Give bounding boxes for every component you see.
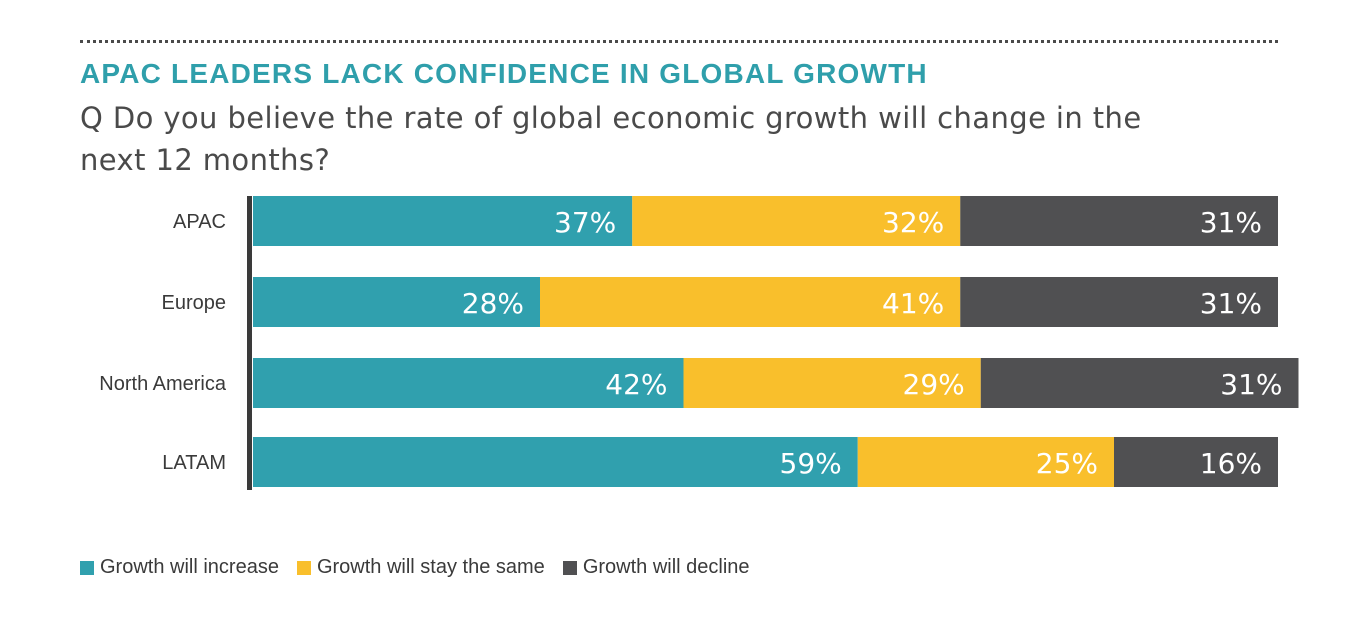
data-label-europe-growth-will-increase: 28% [462, 287, 524, 320]
data-label-latam-growth-will-increase: 59% [780, 447, 842, 480]
data-label-latam-growth-will-decline: 16% [1200, 447, 1262, 480]
bar-europe-growth-will-stay-the-same [540, 277, 961, 327]
bar-north-america-growth-will-decline [980, 358, 1299, 408]
legend-swatch-same [296, 560, 311, 575]
data-label-europe-growth-will-stay-the-same: 41% [882, 287, 944, 320]
bar-apac-growth-will-decline [960, 196, 1278, 246]
bar-europe-growth-will-increase [253, 277, 540, 327]
legend-item-decline: Growth will decline [562, 556, 750, 579]
data-label-europe-growth-will-decline: 31% [1200, 287, 1262, 320]
data-label-apac-growth-will-increase: 37% [554, 206, 616, 239]
chart-legend: Growth will increase Growth will stay th… [80, 556, 768, 579]
bar-north-america-growth-will-increase [253, 358, 684, 408]
chart-title: APAC LEADERS LACK CONFIDENCE IN GLOBAL G… [80, 58, 928, 89]
data-label-north-america-growth-will-decline: 31% [1220, 368, 1282, 401]
bar-north-america-growth-will-stay-the-same [683, 358, 981, 408]
bar-apac-growth-will-stay-the-same [632, 196, 961, 246]
legend-label-decline: Growth will decline [582, 556, 750, 578]
data-label-north-america-growth-will-increase: 42% [605, 368, 667, 401]
bar-apac-growth-will-increase [253, 196, 633, 246]
legend-label-increase: Growth will increase [100, 556, 279, 578]
bar-latam-growth-will-decline [1114, 437, 1278, 487]
data-label-latam-growth-will-stay-the-same: 25% [1036, 447, 1098, 480]
legend-item-same: Growth will stay the same [296, 556, 545, 579]
bar-latam-growth-will-stay-the-same [857, 437, 1114, 487]
legend-swatch-decline [562, 560, 577, 575]
data-label-apac-growth-will-decline: 31% [1200, 206, 1262, 239]
bar-europe-growth-will-decline [960, 277, 1278, 327]
data-label-apac-growth-will-stay-the-same: 32% [882, 206, 944, 239]
y-axis-line [247, 196, 252, 490]
category-label-apac: APAC [173, 211, 226, 233]
legend-swatch-increase [80, 560, 94, 575]
category-label-latam: LATAM [162, 452, 226, 474]
chart-subtitle: Q Do you believe the rate of global econ… [80, 101, 1142, 177]
category-label-north-america: North America [99, 373, 227, 395]
category-label-europe: Europe [162, 292, 227, 314]
legend-item-increase: Growth will increase [80, 556, 279, 579]
data-label-north-america-growth-will-stay-the-same: 29% [903, 368, 965, 401]
legend-label-same: Growth will stay the same [316, 556, 545, 578]
top-dotted-rule [80, 40, 1278, 43]
bar-latam-growth-will-increase [253, 437, 858, 487]
